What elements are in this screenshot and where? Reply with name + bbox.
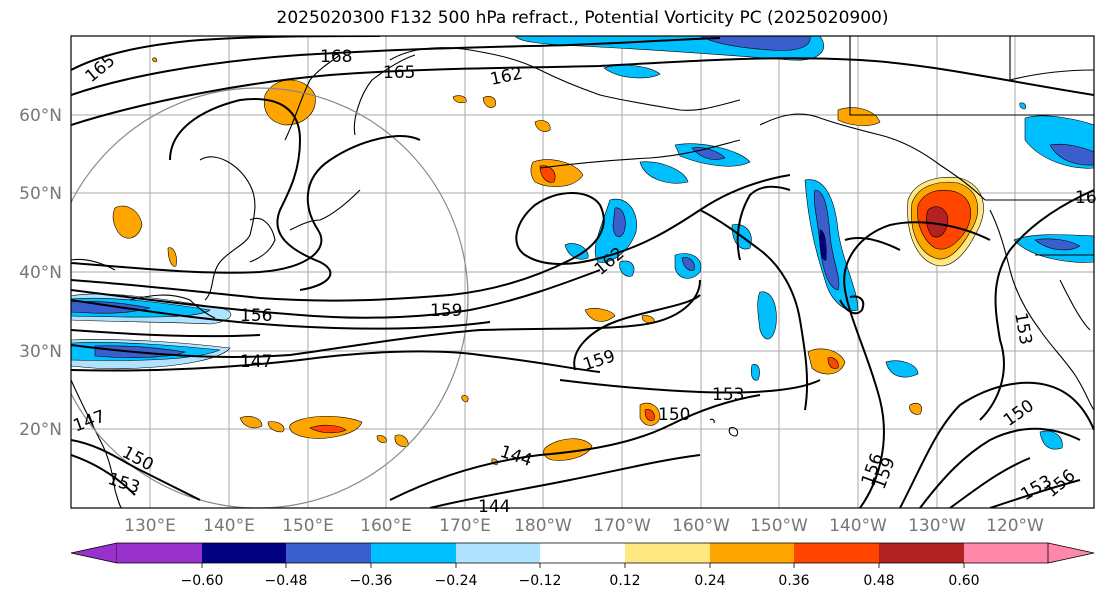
colorbar-tick-label: 0.12 <box>609 573 640 589</box>
lon-label: 130°W <box>908 516 966 536</box>
colorbar-tick-label: 0.48 <box>863 573 894 589</box>
pv-positive-anomalies <box>112 57 984 466</box>
reference-circle <box>71 87 469 508</box>
colorbar-segment <box>625 543 710 563</box>
colorbar-segment <box>964 543 1048 563</box>
contour-label: 159 <box>430 301 462 321</box>
lon-label: 170°E <box>439 516 491 536</box>
lon-label: 150°W <box>750 516 808 536</box>
colorbar-extend-high <box>1047 542 1095 564</box>
colorbar-segment <box>710 543 794 563</box>
lat-label: 30°N <box>19 342 62 362</box>
lon-label: 150°E <box>282 516 334 536</box>
colorbar-extend-low <box>70 542 118 564</box>
longitude-labels: 130°E 140°E 150°E 160°E 170°E 180°W 170°… <box>124 516 1044 536</box>
lon-label: 160°W <box>672 516 730 536</box>
contour-label: 16 <box>1075 188 1097 208</box>
lon-label: 140°E <box>203 516 255 536</box>
lon-label: 180°W <box>514 516 572 536</box>
colorbar-tick-label: −0.60 <box>181 573 224 589</box>
colorbar-segment <box>794 543 879 563</box>
contour-label: 144 <box>478 497 510 517</box>
lon-label: 120°W <box>986 516 1044 536</box>
colorbar-segment <box>879 543 964 563</box>
colorbar-tick-label: −0.24 <box>435 573 478 589</box>
contour-label: 150 <box>658 405 690 425</box>
colorbar-segment <box>371 543 456 563</box>
colorbar-segment <box>540 543 625 563</box>
lat-label: 60°N <box>19 106 62 126</box>
colorbar: −0.60 −0.48 −0.36 −0.24 −0.12 0.12 0.24 … <box>70 542 1095 589</box>
lat-label: 20°N <box>19 420 62 440</box>
lon-label: 130°E <box>124 516 176 536</box>
colorbar-tick-label: 0.24 <box>694 573 725 589</box>
map-frame <box>70 35 1095 509</box>
colorbar-segment <box>202 543 286 563</box>
contour-label: 153 <box>712 385 744 405</box>
colorbar-segment <box>456 543 540 563</box>
lon-label: 170°W <box>593 516 651 536</box>
contour-label: 147 <box>240 352 272 372</box>
lon-label: 140°W <box>829 516 887 536</box>
lat-label: 40°N <box>19 263 62 283</box>
colorbar-tick-label: −0.12 <box>519 573 562 589</box>
map-title: 2025020300 F132 500 hPa refract., Potent… <box>276 8 889 28</box>
colorbar-tick-label: −0.36 <box>350 573 393 589</box>
contour-labels: 165 168 165 162 162 159 156 147 159 153 … <box>71 47 1097 517</box>
contour-label: 165 <box>383 63 415 83</box>
colorbar-tick-label: −0.48 <box>265 573 308 589</box>
colorbar-tick-label: 0.60 <box>948 573 979 589</box>
lat-label: 50°N <box>19 184 62 204</box>
latitude-labels: 60°N 50°N 40°N 30°N 20°N <box>19 106 62 440</box>
colorbar-segment <box>286 543 371 563</box>
lon-label: 160°E <box>360 516 412 536</box>
refractivity-contours <box>71 36 1094 508</box>
colorbar-tick-label: 0.36 <box>778 573 809 589</box>
colorbar-segment <box>117 543 202 563</box>
contour-label: 168 <box>320 47 352 67</box>
contour-label: 156 <box>240 306 272 326</box>
